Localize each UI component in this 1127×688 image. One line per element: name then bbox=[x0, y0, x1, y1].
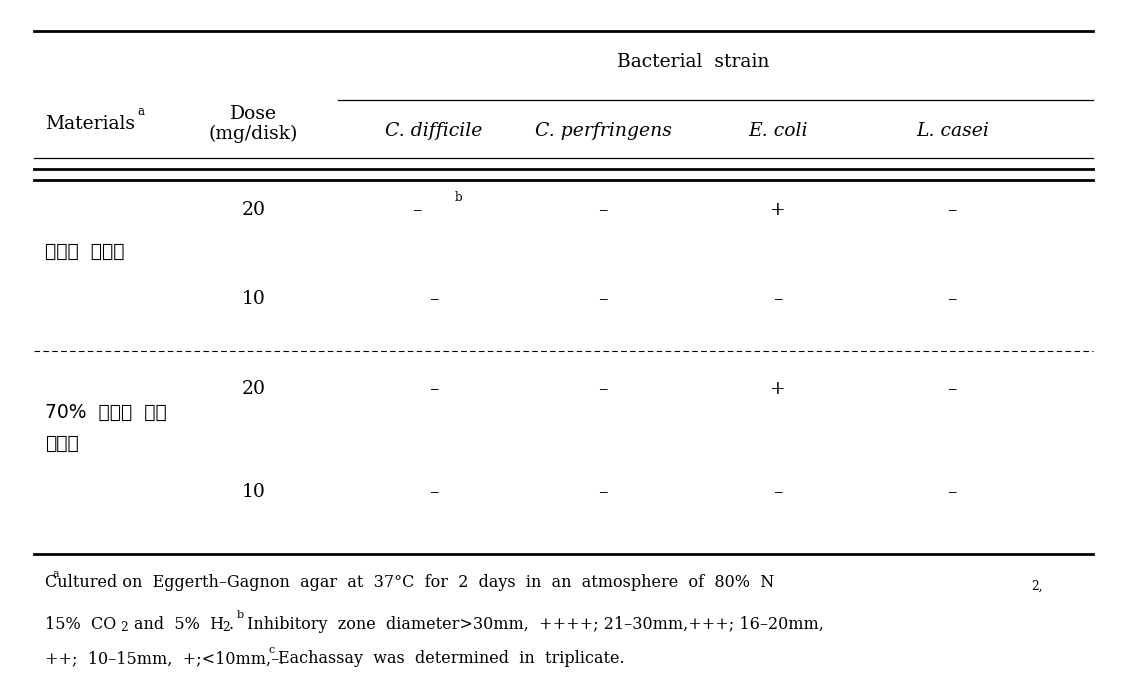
Text: –: – bbox=[429, 483, 438, 501]
Text: 10: 10 bbox=[241, 290, 266, 308]
Text: –: – bbox=[598, 201, 607, 219]
Text: –: – bbox=[429, 380, 438, 398]
Text: .: . bbox=[229, 616, 239, 633]
Text: Bacterial  strain: Bacterial strain bbox=[616, 53, 770, 71]
Text: –: – bbox=[948, 201, 957, 219]
Text: +: + bbox=[770, 201, 786, 219]
Text: C. difficile: C. difficile bbox=[385, 122, 482, 140]
Text: and  5%  H: and 5% H bbox=[134, 616, 224, 633]
Text: –: – bbox=[948, 483, 957, 501]
Text: 메탄올  추출물: 메탄올 추출물 bbox=[45, 241, 125, 261]
Text: b: b bbox=[454, 191, 462, 204]
Text: 15%  CO: 15% CO bbox=[45, 616, 116, 633]
Text: 2: 2 bbox=[121, 621, 128, 634]
Text: ++;  10–15mm,  +;<10mm,–.: ++; 10–15mm, +;<10mm,–. bbox=[45, 650, 294, 667]
Text: –: – bbox=[773, 483, 782, 501]
Text: 20: 20 bbox=[241, 201, 266, 219]
Text: E. coli: E. coli bbox=[748, 122, 807, 140]
Text: b: b bbox=[237, 610, 243, 621]
Text: –: – bbox=[598, 380, 607, 398]
Text: Materials: Materials bbox=[45, 115, 135, 133]
Text: 70%  에탄올  열탕: 70% 에탄올 열탕 bbox=[45, 403, 167, 422]
Text: –: – bbox=[598, 483, 607, 501]
Text: 2: 2 bbox=[222, 621, 230, 634]
Text: –: – bbox=[773, 290, 782, 308]
Text: –: – bbox=[948, 380, 957, 398]
Text: (mg/disk): (mg/disk) bbox=[208, 125, 299, 143]
Text: –: – bbox=[429, 290, 438, 308]
Text: 10: 10 bbox=[241, 483, 266, 501]
Text: C. perfringens: C. perfringens bbox=[534, 122, 672, 140]
Text: –: – bbox=[412, 201, 421, 219]
Text: –: – bbox=[948, 290, 957, 308]
Text: 추출물: 추출물 bbox=[45, 434, 79, 453]
Text: +: + bbox=[770, 380, 786, 398]
Text: L. casei: L. casei bbox=[916, 122, 988, 140]
Text: Dose: Dose bbox=[230, 105, 277, 122]
Text: 20: 20 bbox=[241, 380, 266, 398]
Text: –: – bbox=[598, 290, 607, 308]
Text: a: a bbox=[137, 105, 144, 118]
Text: Inhibitory  zone  diameter>30mm,  ++++; 21–30mm,+++; 16–20mm,: Inhibitory zone diameter>30mm, ++++; 21–… bbox=[247, 616, 824, 633]
Text: Cultured on  Eggerth–Gagnon  agar  at  37°C  for  2  days  in  an  atmosphere  o: Cultured on Eggerth–Gagnon agar at 37°C … bbox=[45, 574, 774, 592]
Text: c: c bbox=[268, 645, 275, 655]
Text: Eachassay  was  determined  in  triplicate.: Eachassay was determined in triplicate. bbox=[278, 650, 625, 667]
Text: a: a bbox=[53, 569, 60, 579]
Text: 2,: 2, bbox=[1031, 579, 1042, 592]
